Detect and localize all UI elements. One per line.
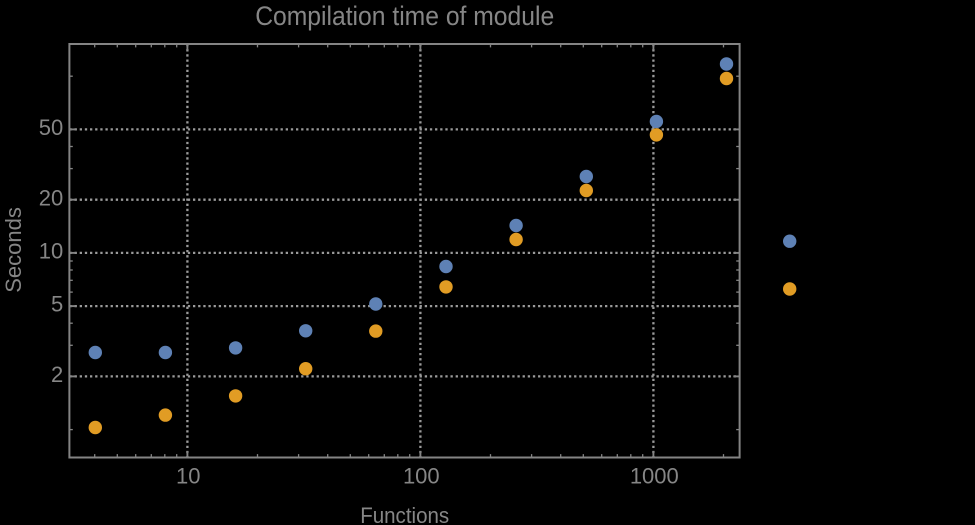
svg-text:Functions: Functions	[360, 503, 449, 525]
svg-text:50: 50	[39, 115, 63, 140]
svg-text:Compilation time of module: Compilation time of module	[255, 1, 554, 31]
svg-text:100: 100	[403, 463, 440, 488]
svg-text:10: 10	[176, 463, 200, 488]
svg-text:Seconds: Seconds	[1, 207, 26, 293]
svg-text:5: 5	[51, 292, 63, 317]
svg-text:20: 20	[39, 185, 63, 210]
svg-text:10: 10	[39, 239, 63, 264]
svg-text:2: 2	[51, 362, 63, 387]
svg-text:1000: 1000	[630, 463, 679, 488]
